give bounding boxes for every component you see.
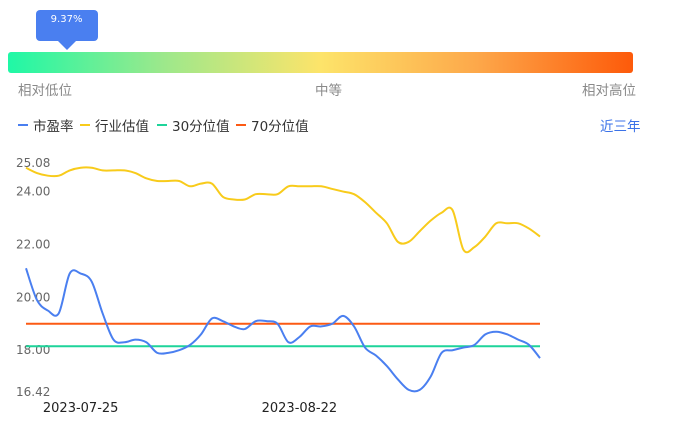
legend-swatch [157,124,167,126]
percentile-tooltip: 9.37% [35,10,98,41]
series-line-pe [25,267,541,393]
legend-item-p30[interactable]: 30分位值 [157,115,230,135]
low-label: 相对低位 [18,83,72,99]
legend-swatch [18,124,28,126]
x-tick-label: 2023-08-22 [262,401,338,416]
y-tick-label: 20.00 [16,290,50,304]
range-selector-three-years[interactable]: 近三年 [600,119,641,135]
y-tick-label: 24.00 [16,185,50,199]
legend-label: 行业估值 [95,119,149,135]
legend-label: 70分位值 [251,119,309,135]
y-tick-label: 25.08 [16,156,50,170]
valuation-gauge: 9.37% 相对低位 中等 相对高位 [0,0,686,100]
legend-swatch [236,124,246,126]
tooltip-pointer-icon [57,41,76,50]
legend-item-industry[interactable]: 行业估值 [80,115,149,135]
legend-label: 30分位值 [172,119,230,135]
series-line-industry [25,166,541,254]
x-tick-label: 2023-07-25 [43,401,119,416]
y-tick-label: 16.42 [16,385,50,399]
legend-item-pe[interactable]: 市盈率 [18,115,74,135]
legend-label: 市盈率 [33,119,74,135]
plot-area [25,166,541,393]
x-axis: 2023-07-25 2023-08-22 [43,401,337,416]
percentile-label: 9.37% [50,14,83,25]
mid-label: 中等 [315,83,342,99]
y-tick-label: 22.00 [16,237,50,251]
legend-swatch [80,124,90,126]
gradient-bar [8,52,633,73]
legend-item-p70[interactable]: 70分位值 [236,115,309,135]
high-label: 相对高位 [582,83,636,99]
